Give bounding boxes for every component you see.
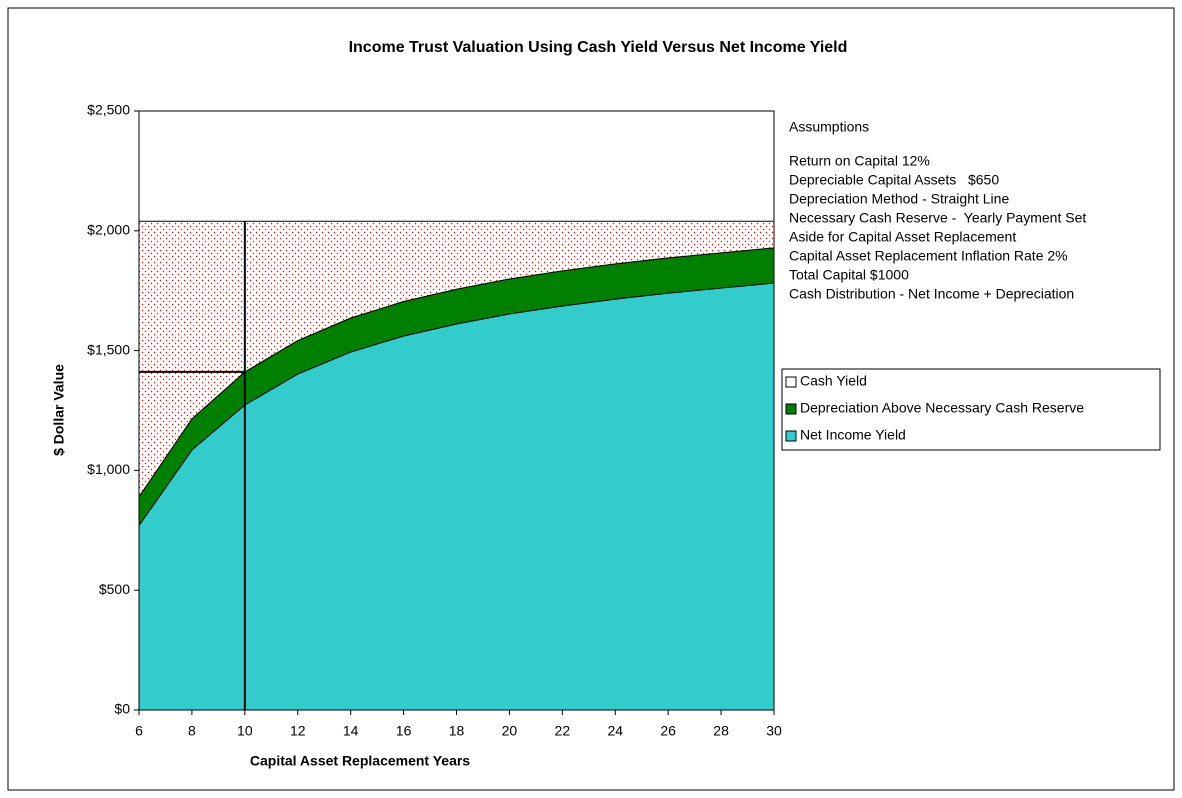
assumption: Necessary Cash Reserve - Yearly Payment …: [789, 210, 1086, 226]
y-tick-label: $500: [99, 581, 130, 597]
x-tick-label: 22: [555, 723, 571, 739]
x-tick-label: 16: [396, 723, 412, 739]
assumptions-title: Assumptions: [789, 119, 869, 135]
assumption: Capital Asset Replacement Inflation Rate…: [789, 248, 1068, 264]
legend-label: Cash Yield: [800, 373, 867, 389]
x-tick-label: 12: [290, 723, 306, 739]
x-tick-label: 6: [135, 723, 143, 739]
x-tick-label: 26: [660, 723, 676, 739]
assumption: Depreciation Method - Straight Line: [789, 191, 1009, 207]
x-tick-label: 10: [237, 723, 253, 739]
assumption: Return on Capital 12%: [789, 153, 930, 169]
assumption: Total Capital $1000: [789, 267, 909, 283]
x-tick-label: 24: [607, 723, 623, 739]
assumption: Depreciable Capital Assets $650: [789, 172, 999, 188]
x-tick-label: 8: [188, 723, 196, 739]
x-tick-label: 28: [713, 723, 729, 739]
x-tick-label: 30: [766, 723, 782, 739]
y-tick-label: $2,500: [87, 102, 130, 118]
x-tick-label: 20: [502, 723, 518, 739]
x-axis-label: Capital Asset Replacement Years: [250, 753, 470, 769]
legend-swatch: [785, 376, 797, 388]
chart-title: Income Trust Valuation Using Cash Yield …: [349, 39, 848, 56]
x-tick-label: 18: [449, 723, 465, 739]
assumption: Aside for Capital Asset Replacement: [789, 229, 1016, 245]
legend-label: Depreciation Above Necessary Cash Reserv…: [800, 400, 1084, 416]
y-axis-label: $ Dollar Value: [51, 364, 67, 456]
legend-swatch: [785, 403, 797, 415]
legend-swatch: [785, 430, 797, 442]
x-tick-label: 14: [343, 723, 359, 739]
y-tick-label: $1,500: [87, 341, 130, 357]
legend-label: Net Income Yield: [800, 427, 906, 443]
y-tick-label: $1,000: [87, 461, 130, 477]
y-tick-label: $0: [114, 701, 130, 717]
y-tick-label: $2,000: [87, 222, 130, 238]
area: [138, 220, 775, 499]
assumption: Cash Distribution - Net Income + Depreci…: [789, 286, 1074, 302]
legend: [781, 368, 1161, 451]
